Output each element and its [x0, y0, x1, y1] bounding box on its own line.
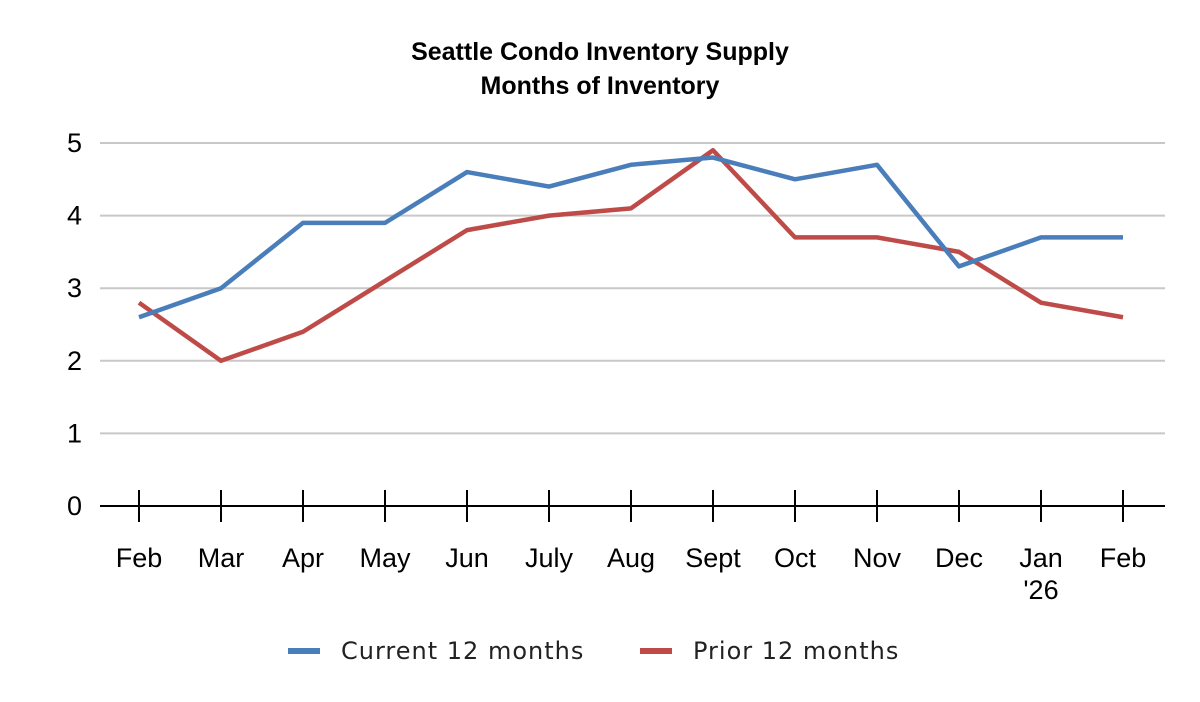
y-tick-label: 4	[67, 201, 82, 231]
x-tick-label: Jun	[445, 543, 489, 573]
x-tick-label: Jan	[1019, 543, 1063, 573]
gridlines	[100, 142, 1165, 435]
x-tick-label: July	[525, 543, 574, 573]
x-tick-label: Oct	[774, 543, 817, 573]
legend-label: Prior 12 months	[693, 637, 899, 665]
x-tick-label: Mar	[198, 543, 245, 573]
y-axis-ticks: 0 1 2 3 4 5	[67, 128, 82, 521]
x-tick-label: Aug	[607, 543, 655, 573]
chart-title: Seattle Condo Inventory Supply	[411, 38, 789, 66]
x-tick-label: Feb	[116, 543, 163, 573]
chart-subtitle: Months of Inventory	[481, 72, 720, 100]
legend-label: Current 12 months	[341, 637, 584, 665]
x-tick-label: May	[359, 543, 411, 573]
y-tick-label: 0	[67, 491, 82, 521]
x-tick-label: Sept	[685, 543, 741, 573]
series-line	[137, 148, 1124, 364]
series-line	[138, 155, 1123, 320]
x-tick-label: '26	[1023, 575, 1058, 605]
x-tick-label: Apr	[282, 543, 324, 573]
y-tick-label: 1	[67, 418, 82, 448]
x-axis: Feb Mar Apr May Jun July Aug Sept Oct Nov Dec Jan'2…	[100, 490, 1165, 605]
x-tick-label: Dec	[935, 543, 983, 573]
x-tick-label: Feb	[1100, 543, 1147, 573]
y-tick-label: 5	[67, 128, 82, 158]
y-tick-label: 3	[67, 273, 82, 303]
x-tick-label: Nov	[853, 543, 902, 573]
series-lines	[137, 148, 1124, 364]
y-tick-label: 2	[67, 346, 82, 376]
legend: Current 12 months Prior 12 months	[288, 637, 899, 665]
